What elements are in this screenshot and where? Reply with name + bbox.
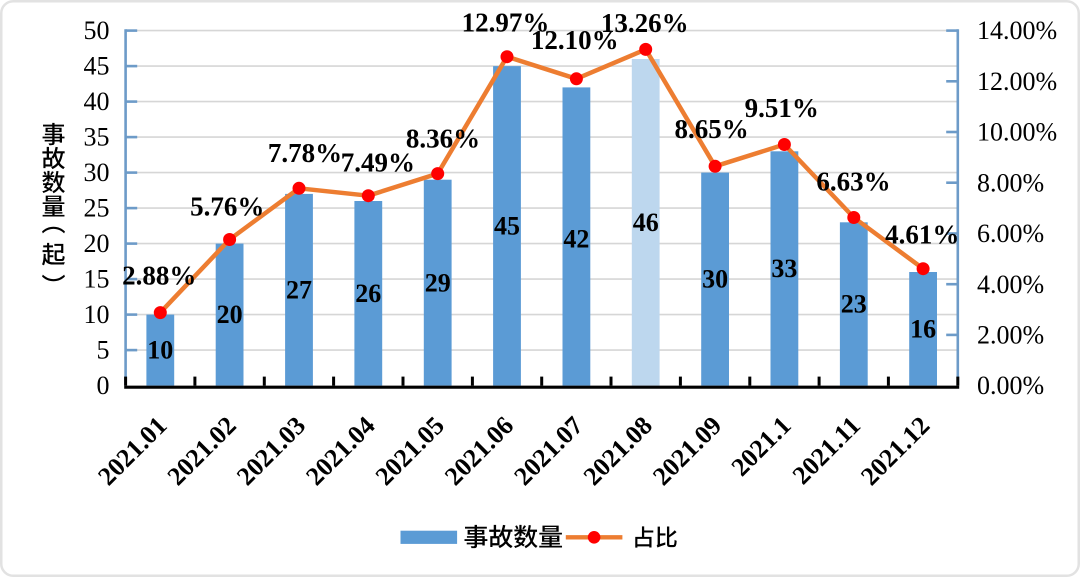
svg-text:10: 10 [84,300,110,329]
svg-text:35: 35 [84,123,110,152]
svg-text:45: 45 [84,52,110,81]
svg-text:6.00%: 6.00% [977,219,1044,248]
svg-text:13.26%: 13.26% [601,8,689,38]
svg-text:8.36%: 8.36% [406,124,480,154]
svg-text:20: 20 [217,300,243,329]
svg-text:5: 5 [97,336,110,365]
svg-text:27: 27 [286,275,312,304]
svg-text:50: 50 [84,16,110,45]
svg-text:42: 42 [563,225,589,254]
svg-text:2.00%: 2.00% [977,321,1044,350]
svg-text:25: 25 [84,194,110,223]
svg-text:4.61%: 4.61% [885,220,959,250]
svg-text:46: 46 [633,208,659,237]
svg-text:26: 26 [355,279,381,308]
svg-text:4.00%: 4.00% [977,270,1044,299]
svg-text:9.51%: 9.51% [745,93,819,123]
svg-text:8.65%: 8.65% [674,114,748,144]
svg-text:23: 23 [841,290,867,319]
svg-text:6.63%: 6.63% [816,166,890,196]
svg-text:30: 30 [84,158,110,187]
svg-text:45: 45 [494,212,520,241]
svg-text:16: 16 [910,314,936,343]
svg-text:20: 20 [84,229,110,258]
svg-text:10.00%: 10.00% [977,118,1057,147]
svg-text:0.00%: 0.00% [977,371,1044,400]
svg-text:12.97%: 12.97% [462,7,550,37]
svg-text:30: 30 [702,265,728,294]
svg-text:29: 29 [425,268,451,297]
svg-text:0: 0 [97,371,110,400]
svg-text:7.78%: 7.78% [268,138,342,168]
svg-text:33: 33 [771,254,797,283]
svg-text:15: 15 [84,265,110,294]
svg-text:10: 10 [147,336,173,365]
svg-text:8.00%: 8.00% [977,168,1044,197]
svg-text:40: 40 [84,87,110,116]
svg-text:7.49%: 7.49% [341,147,415,177]
svg-text:12.00%: 12.00% [977,67,1057,96]
svg-text:5.76%: 5.76% [190,192,264,222]
svg-text:12.10%: 12.10% [531,25,619,55]
svg-text:2.88%: 2.88% [122,261,196,291]
svg-text:14.00%: 14.00% [977,16,1057,45]
